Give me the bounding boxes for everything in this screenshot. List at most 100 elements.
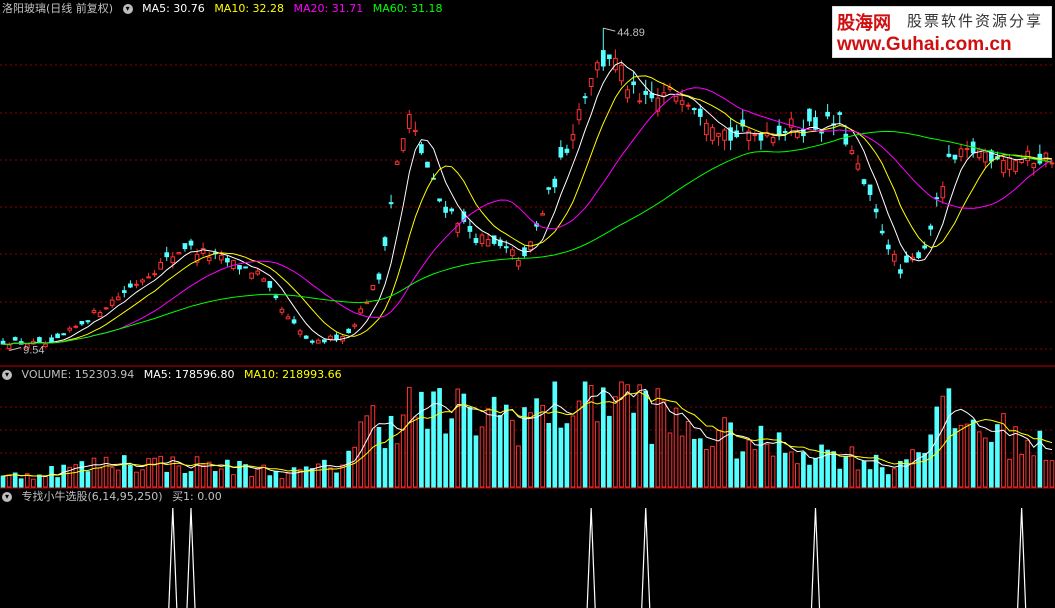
volume-bar <box>600 387 606 488</box>
candle-body <box>176 251 182 255</box>
volume-bar <box>807 464 812 488</box>
candle-body <box>546 187 552 190</box>
price-panel-header: 洛阳玻璃(日线 前复权) ▾ MA5: 30.76 MA10: 32.28 MA… <box>2 2 448 16</box>
candle-body <box>982 151 988 163</box>
volume-bar <box>49 466 54 488</box>
volume-bar <box>964 423 970 488</box>
price-panel-title: 洛阳玻璃(日线 前复权) <box>2 2 114 15</box>
candle-body <box>879 230 885 234</box>
candle-body <box>12 337 18 341</box>
candle-body <box>97 312 103 318</box>
candle-body <box>619 64 624 82</box>
volume-bar <box>952 428 958 488</box>
candle-body <box>382 237 388 246</box>
volume-bar <box>158 455 163 488</box>
volume-bar <box>455 388 461 488</box>
volume-bar <box>285 472 291 488</box>
candle-body <box>134 283 139 286</box>
candle-body <box>237 265 242 270</box>
volume-bar <box>825 449 830 488</box>
volume-bar <box>24 473 30 488</box>
low-arrow <box>8 347 22 352</box>
candle-body <box>934 197 940 200</box>
volume-bar <box>431 391 436 488</box>
candle-body <box>1013 160 1018 172</box>
candle-body <box>625 89 630 99</box>
volume-bar <box>43 475 48 488</box>
volume-bar <box>152 457 157 488</box>
volume-bar <box>558 427 564 488</box>
candle-body <box>128 283 133 288</box>
volume-bar <box>303 466 309 488</box>
candle-body <box>334 334 339 340</box>
volume-bar <box>91 457 97 488</box>
candle-body <box>109 299 115 306</box>
candle-body <box>479 234 485 245</box>
volume-bar <box>140 469 145 488</box>
candle-body <box>661 92 667 97</box>
candle-body <box>79 321 85 325</box>
candle-body <box>588 78 594 87</box>
volume-bar <box>194 456 200 488</box>
candle-body <box>267 281 273 288</box>
volume-bar <box>115 469 121 488</box>
candle-body <box>1007 157 1012 170</box>
volume-bar <box>6 474 12 488</box>
candle-body <box>291 319 297 324</box>
panel-toggle-icon[interactable]: ▾ <box>122 4 133 14</box>
volume-bar <box>625 384 630 488</box>
ma5-label: MA5: 30.76 <box>142 2 205 15</box>
volume-bar <box>237 460 242 488</box>
volume-bar <box>588 385 594 488</box>
ma10-label: MA10: 32.28 <box>214 2 285 15</box>
candle-body <box>637 100 642 103</box>
volume-bar <box>352 446 358 488</box>
volume-bar <box>188 471 194 488</box>
volume-bar <box>576 400 582 488</box>
candle-body <box>788 118 794 128</box>
panel-toggle-icon[interactable]: ▾ <box>2 492 12 502</box>
volume-bar <box>334 472 339 488</box>
candle-body <box>958 148 964 158</box>
volume-bar <box>516 445 521 488</box>
candle-body <box>940 186 946 199</box>
candle-body <box>873 208 879 213</box>
candle-body <box>892 253 897 262</box>
candle-body <box>419 144 424 154</box>
candle-body <box>303 335 309 339</box>
candle-body <box>316 339 321 344</box>
volume-bar <box>722 417 727 488</box>
candle-body <box>121 290 127 293</box>
volume-bar <box>388 415 394 488</box>
candle-body <box>503 246 509 249</box>
volume-bar <box>382 448 388 488</box>
volume-bar <box>406 386 412 488</box>
candle-body <box>164 252 170 258</box>
ma60-line <box>2 130 1053 345</box>
volume-bar <box>801 451 806 488</box>
volume-bar <box>940 395 946 488</box>
volume-bar <box>849 446 855 488</box>
volume-bar <box>243 464 248 488</box>
volume-bar <box>497 415 503 488</box>
candle-body <box>964 148 970 151</box>
volume-bar <box>97 467 103 488</box>
candle-body <box>249 272 254 279</box>
volume-bar <box>473 435 479 488</box>
buy-signal-spike <box>641 507 651 608</box>
volume-bar <box>316 463 321 488</box>
volume-bar <box>982 437 988 488</box>
ma60-label: MA60: 31.18 <box>372 2 443 15</box>
candle-body <box>358 308 364 314</box>
volume-bar <box>121 455 127 488</box>
volume-bar <box>697 438 703 488</box>
volume-bar <box>18 478 24 488</box>
volume-bar <box>273 470 279 488</box>
panel-toggle-icon[interactable]: ▾ <box>2 370 12 380</box>
volume-bar <box>837 468 843 488</box>
volume-bar <box>679 435 685 488</box>
candle-body <box>922 245 927 249</box>
candle-body <box>898 269 903 274</box>
volume-bar <box>867 469 873 488</box>
volume-bar <box>716 430 721 488</box>
